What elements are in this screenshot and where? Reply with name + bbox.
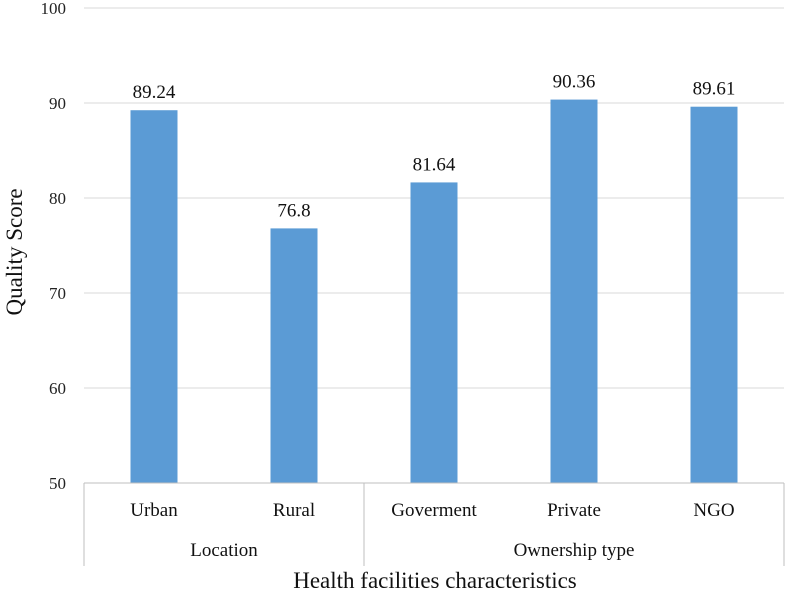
bar-rural bbox=[270, 228, 318, 483]
bars bbox=[130, 99, 738, 484]
y-axis-title: Quality Score bbox=[2, 188, 27, 315]
data-label-goverment: 81.64 bbox=[413, 154, 456, 175]
y-tick-label-100: 100 bbox=[41, 0, 67, 18]
data-label-urban: 89.24 bbox=[133, 82, 176, 103]
bar-private bbox=[550, 99, 598, 483]
data-label-ngo: 89.61 bbox=[693, 79, 736, 100]
y-tick-label-80: 80 bbox=[49, 189, 66, 208]
y-tick-label-50: 50 bbox=[49, 474, 66, 493]
x-tick-label-rural: Rural bbox=[273, 500, 315, 521]
x-tick-label-goverment: Goverment bbox=[391, 500, 477, 521]
y-tick-label-60: 60 bbox=[49, 379, 66, 398]
bar-urban bbox=[130, 110, 178, 483]
y-tick-label-70: 70 bbox=[49, 284, 66, 303]
y-tick-label-90: 90 bbox=[49, 94, 66, 113]
data-labels: 89.24 76.8 81.64 90.36 89.61 bbox=[133, 72, 736, 222]
bar-ngo bbox=[690, 106, 738, 483]
x-tick-label-ngo: NGO bbox=[693, 500, 734, 521]
x-tick-label-urban: Urban bbox=[130, 500, 178, 521]
bar-goverment bbox=[410, 182, 458, 484]
x-axis-title: Health facilities characteristics bbox=[293, 568, 577, 593]
group-label-0: Location bbox=[190, 540, 258, 561]
group-label-1: Ownership type bbox=[514, 540, 635, 561]
y-axis-tick-labels: 50 60 70 80 90 100 bbox=[41, 0, 67, 493]
x-tick-label-private: Private bbox=[547, 500, 601, 521]
x-axis: Urban Rural Goverment Private NGO Location Own… bbox=[83, 482, 785, 566]
data-label-rural: 76.8 bbox=[277, 200, 310, 221]
data-label-private: 90.36 bbox=[553, 72, 596, 93]
